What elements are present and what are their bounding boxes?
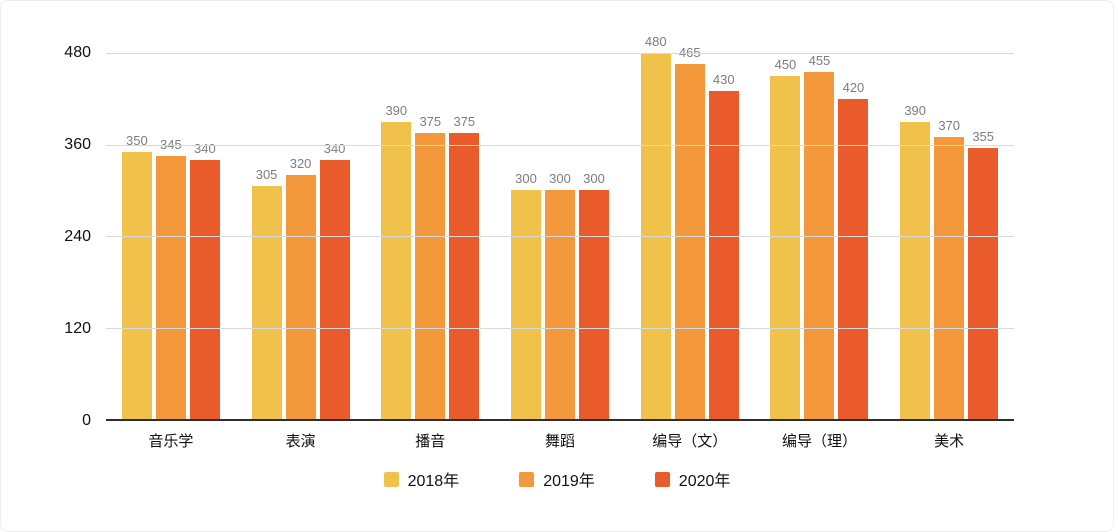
legend-swatch: [519, 471, 535, 487]
bar: 390: [381, 103, 412, 419]
bar-value-label: 465: [678, 45, 701, 61]
bar-value-label: 340: [323, 140, 346, 156]
bar-groups: 350 345 340 305 320 340 390 375 375 300 300 300 480 4…: [106, 34, 1014, 419]
bar-value-label: 480: [644, 34, 667, 49]
legend-item: 2020年: [654, 467, 731, 491]
bar-value-label: 375: [419, 114, 442, 130]
bar: 340: [189, 141, 220, 419]
bar-group: 450 455 420: [755, 53, 885, 419]
bar-group: 390 375 375: [365, 53, 495, 419]
bar-value-label: 300: [515, 171, 537, 187]
bar: 430: [708, 72, 739, 419]
legend-item: 2018年: [383, 467, 460, 491]
gridline: [106, 144, 1014, 146]
y-axis: 0 120 240 360 480: [1, 44, 96, 429]
bar: 465: [674, 45, 705, 419]
bar: 420: [838, 80, 869, 419]
bar-value-label: 305: [255, 167, 278, 183]
bar-value-label: 350: [126, 133, 148, 149]
bar-value-label: 455: [808, 53, 831, 69]
bar: 300: [579, 171, 610, 419]
bar-group: 350 345 340: [106, 53, 236, 419]
legend-label: 2019年: [543, 473, 595, 490]
bar-value-label: 390: [904, 102, 927, 118]
bar-value-label: 300: [549, 171, 571, 187]
bar-value-label: 355: [972, 129, 995, 145]
x-axis-category-label: 音乐学: [148, 433, 194, 450]
bar-value-label: 370: [938, 117, 961, 133]
bar-value-label: 420: [842, 79, 865, 95]
y-axis-tick-label: 240: [64, 228, 91, 245]
bar: 320: [285, 156, 316, 419]
bar-group: 305 320 340: [236, 53, 366, 419]
bar: 300: [511, 171, 542, 419]
y-axis-tick-label: 480: [64, 44, 91, 61]
gridline: [106, 327, 1014, 329]
bar: 375: [415, 114, 446, 419]
bar-value-label: 340: [194, 140, 216, 156]
legend-label: 2020年: [678, 473, 731, 490]
y-axis-tick-label: 360: [64, 136, 91, 153]
bar: 390: [900, 103, 931, 419]
x-axis-category-label: 播音: [415, 433, 446, 450]
bar: 455: [804, 53, 835, 419]
x-axis-category-label: 编导（文）: [652, 433, 728, 450]
plot-area: 350 345 340 305 320 340 390 375 375 300 300 300 480 4…: [106, 34, 1014, 421]
bar-value-label: 320: [289, 156, 312, 171]
bar-group: 390 370 355: [884, 53, 1014, 419]
bar: 305: [251, 167, 282, 419]
bar-value-label: 430: [712, 72, 735, 88]
x-axis-category-label: 舞蹈: [545, 433, 576, 450]
bar-value-label: 300: [583, 171, 605, 187]
bar: 355: [968, 129, 999, 419]
bar: 350: [121, 133, 152, 419]
bar: 375: [449, 114, 480, 419]
legend-swatch: [654, 471, 670, 487]
x-axis-category-label: 表演: [285, 433, 316, 450]
bar-value-label: 345: [160, 136, 182, 152]
bar-group: 300 300 300: [495, 53, 625, 419]
legend-label: 2018年: [407, 473, 460, 490]
x-axis-category-label: 美术: [934, 433, 965, 450]
legend: 2018年 2019年 2020年: [1, 467, 1113, 491]
bar-value-label: 375: [453, 114, 476, 130]
gridline: [106, 53, 1014, 54]
bar: 450: [770, 57, 801, 419]
legend-item: 2019年: [519, 467, 595, 491]
legend-swatch: [383, 471, 399, 487]
bar-value-label: 390: [385, 102, 408, 118]
y-axis-tick-label: 0: [82, 412, 91, 429]
bar: 340: [319, 141, 350, 419]
x-axis-category-label: 编导（理）: [781, 433, 857, 450]
bar: 345: [155, 137, 186, 419]
bar-value-label: 450: [774, 56, 797, 72]
bar: 300: [545, 171, 576, 419]
gridline: [106, 236, 1014, 237]
x-axis: 音乐学 表演 播音 舞蹈 编导（文） 编导（理） 美术: [106, 430, 1014, 451]
y-axis-tick-label: 120: [64, 320, 91, 337]
bar: 370: [934, 118, 965, 419]
